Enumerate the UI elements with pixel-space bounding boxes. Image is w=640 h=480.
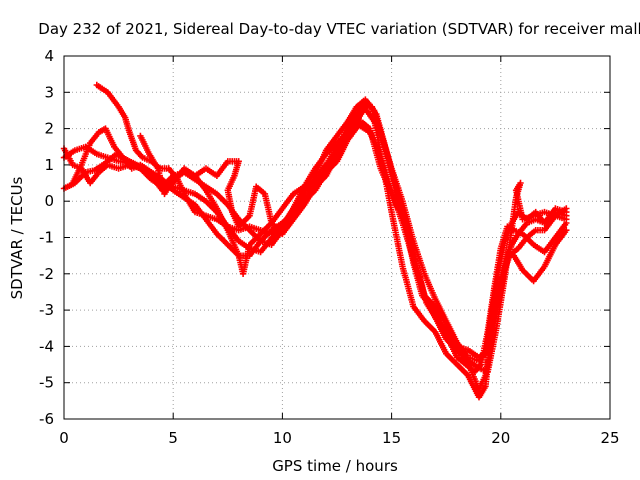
series-track-6 [137,100,570,401]
x-tick-label: 10 [273,429,292,447]
y-axis-label: SDTVAR / TECUs [8,176,26,299]
y-tick-label: -1 [39,229,54,247]
axis-ticks: 0 5 10 15 20 25 -6 -5 -4 -3 -2 -1 0 1 2 3 4 [39,47,620,447]
series-track-5 [93,81,570,375]
x-axis-label: GPS time / hours [272,457,398,475]
data-points [60,81,570,401]
y-tick-label: 1 [44,156,54,174]
y-tick-label: 0 [44,192,54,210]
y-tick-label: -6 [39,410,54,428]
y-tick-label: -5 [39,374,54,392]
y-tick-label: 4 [44,47,54,65]
y-tick-label: 2 [44,120,54,138]
y-tick-label: 3 [44,83,54,101]
y-tick-label: -4 [39,337,54,355]
data-point [563,216,570,223]
x-tick-label: 0 [59,429,69,447]
y-tick-label: -2 [39,265,54,283]
x-tick-label: 15 [382,429,401,447]
y-tick-label: -3 [39,301,54,319]
data-point [563,227,570,234]
data-point [563,205,570,212]
x-tick-label: 25 [600,429,619,447]
x-tick-label: 20 [491,429,510,447]
x-tick-label: 5 [168,429,178,447]
chart-title: Day 232 of 2021, Sidereal Day-to-day VTE… [38,20,640,38]
